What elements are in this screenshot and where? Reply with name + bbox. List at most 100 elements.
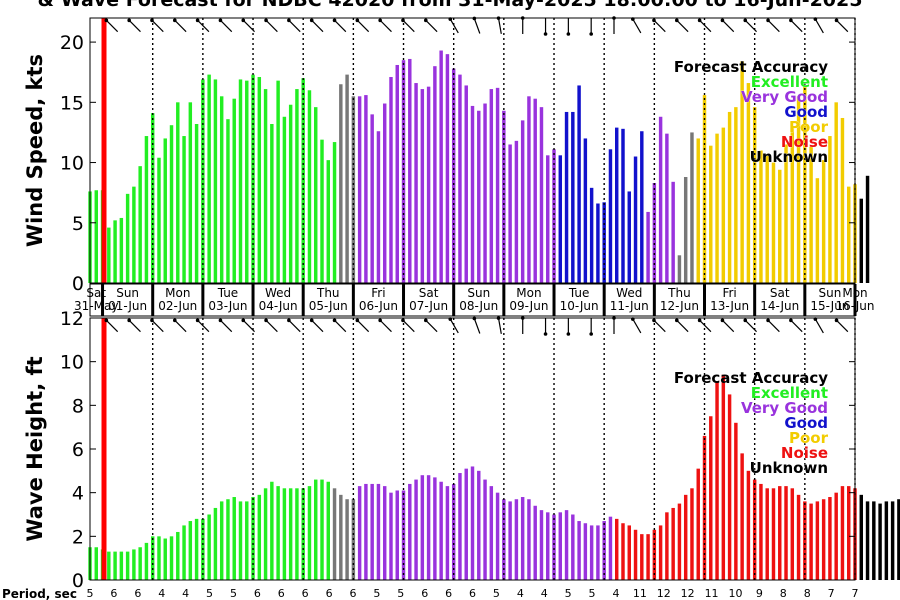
direction-arrow (612, 16, 616, 34)
direction-arrow (674, 18, 689, 33)
arrow-shaft (265, 319, 278, 333)
direction-arrow (150, 18, 164, 33)
bar (295, 488, 299, 580)
legend-item: Unknown (750, 459, 828, 477)
bar (288, 104, 293, 283)
bar (489, 89, 494, 283)
day-date: 12-Jun (660, 299, 699, 313)
period-value: 4 (612, 587, 619, 600)
bar (608, 516, 613, 580)
bar (602, 521, 606, 580)
bar (778, 169, 782, 283)
bar (314, 107, 318, 283)
direction-arrow (520, 316, 525, 334)
arrow-head (720, 318, 725, 323)
direction-arrow (378, 318, 392, 333)
bar (552, 149, 556, 283)
bar (163, 538, 167, 580)
direction-arrow (378, 18, 392, 33)
bar (439, 50, 443, 283)
bar (834, 102, 838, 283)
bar (345, 74, 349, 283)
bar (589, 187, 594, 283)
plot-frame (89, 17, 856, 284)
bar (583, 523, 588, 580)
bar (809, 146, 813, 283)
bar (320, 479, 324, 580)
arrow-shaft (402, 19, 415, 33)
direction-arrow (813, 317, 824, 334)
direction-arrow (264, 318, 278, 333)
bar (721, 127, 726, 283)
bar (859, 494, 863, 580)
bar (602, 202, 606, 283)
bar (483, 479, 487, 580)
bar (307, 90, 312, 284)
bar (796, 494, 801, 580)
period-value: 4 (182, 587, 189, 600)
bar (364, 483, 368, 580)
bar (847, 486, 851, 580)
bar (502, 110, 506, 283)
bar (232, 497, 236, 580)
bar (445, 486, 450, 580)
arrow-head (355, 18, 360, 23)
direction-arrow (309, 18, 324, 33)
arrow-head (332, 18, 337, 23)
bar (113, 551, 117, 580)
arrow-head (127, 318, 131, 323)
bar (357, 486, 362, 580)
bar (765, 154, 769, 283)
period-value: 5 (230, 587, 237, 600)
bar (571, 111, 575, 283)
arrow-shaft (197, 319, 210, 333)
arrow-shaft (676, 319, 689, 333)
day-of-week: Tue (568, 286, 590, 300)
direction-arrow (496, 316, 502, 334)
wind-speed-panel: 0 5 10 15 20 Wind Speed, kts Forecast Accuracy… (23, 16, 870, 295)
bar (188, 521, 193, 580)
bar (382, 103, 387, 284)
period-value: 5 (565, 587, 572, 600)
day-date: 06-Jun (359, 299, 398, 313)
arrow-shaft (379, 319, 392, 333)
bar (759, 483, 763, 580)
arrow-head (378, 318, 382, 323)
bar (232, 98, 236, 283)
bar (370, 114, 374, 283)
day-date: 05-Jun (309, 299, 348, 313)
bar (132, 549, 136, 580)
bar (382, 486, 387, 580)
y-tick-label: 0 (72, 570, 84, 592)
bar (671, 507, 675, 580)
arrow-shaft (356, 319, 370, 333)
bar (709, 416, 713, 580)
direction-arrow (127, 18, 141, 33)
period-row: Period, sec 5 6 6 4 4 5 5 6 6 6 6 6 5 5 6 6 6 5 4 4 5 5 4 11 12 1… (2, 587, 859, 600)
bar (558, 155, 563, 283)
day-date: 31-May (74, 299, 118, 313)
bar (188, 102, 193, 283)
y-tick-label: 8 (72, 395, 84, 417)
arrow-head (834, 318, 839, 323)
arrow-shaft (744, 19, 757, 33)
direction-arrow (566, 18, 571, 36)
wave-height-panel: 0 2 4 6 8 10 12 Wave Height, ft Forecast Accurac… (23, 308, 900, 592)
bar (144, 542, 149, 580)
direction-arrow (355, 318, 370, 333)
arrow-head (241, 18, 246, 23)
bar (401, 490, 406, 580)
arrow-shaft (497, 318, 502, 334)
y-tick-label: 0 (72, 273, 84, 295)
bar (295, 89, 299, 283)
bar (219, 96, 224, 283)
arrow-head (674, 18, 679, 23)
direction-arrow (834, 18, 849, 33)
bar (709, 145, 713, 283)
arrow-head (378, 18, 382, 23)
arrow-head (448, 317, 453, 321)
direction-arrow (448, 317, 459, 334)
direction-arrow (448, 17, 459, 34)
bar (809, 503, 813, 580)
bar (288, 488, 293, 580)
